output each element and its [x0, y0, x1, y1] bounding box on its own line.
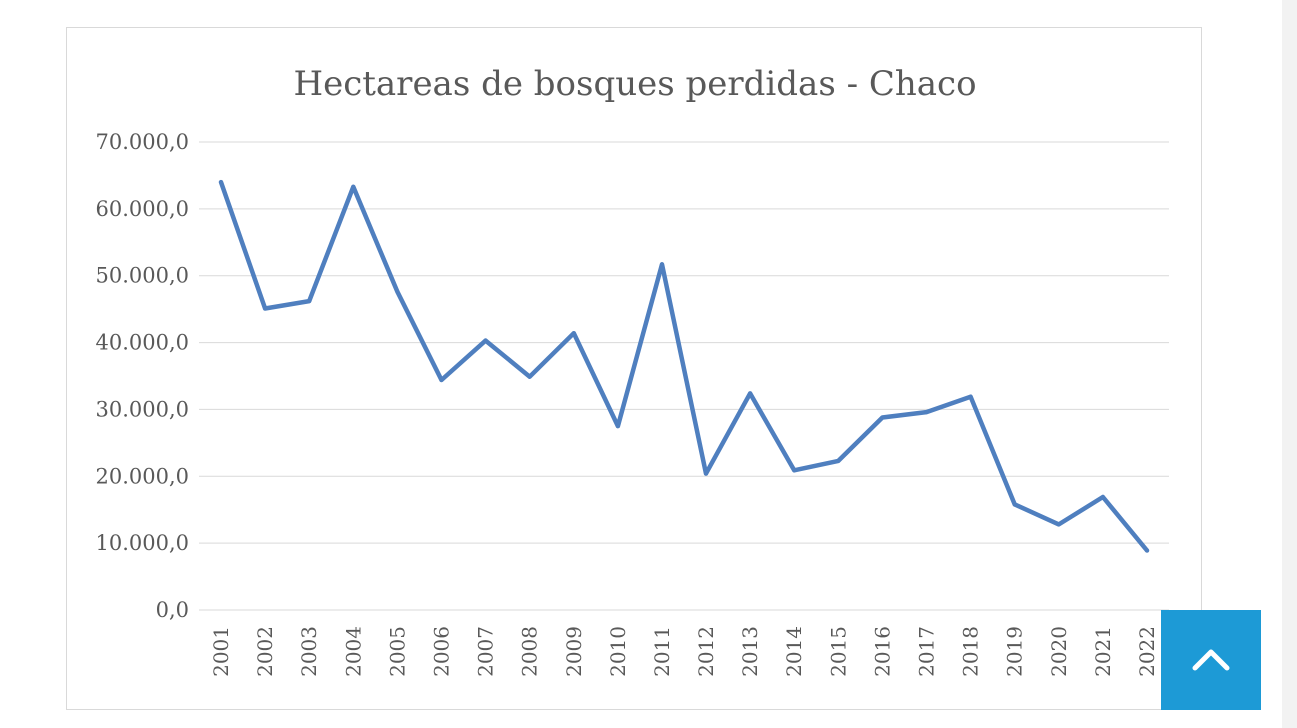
data-point — [571, 331, 576, 336]
x-tick-label: 2011 — [650, 626, 674, 677]
x-tick-label: 2021 — [1091, 626, 1115, 677]
data-point — [483, 338, 488, 343]
x-tick-label: 2007 — [474, 626, 498, 677]
data-point — [439, 378, 444, 383]
x-tick-label: 2002 — [253, 626, 277, 677]
data-point — [968, 394, 973, 399]
data-point — [880, 415, 885, 420]
x-tick-label: 2018 — [959, 626, 983, 677]
x-tick-label: 2001 — [209, 626, 233, 677]
data-point — [704, 471, 709, 476]
series-layer — [218, 179, 1150, 553]
x-tick-label: 2004 — [341, 626, 365, 677]
data-point — [615, 424, 620, 429]
data-point — [1012, 502, 1017, 507]
scroll-to-top-button[interactable] — [1161, 610, 1261, 710]
y-tick-label: 30.000,0 — [95, 397, 189, 421]
x-tick-label: 2013 — [738, 626, 762, 677]
data-point — [527, 374, 532, 379]
x-tick-label: 2008 — [518, 626, 542, 677]
chart-frame: 0,0 10.000,0 20.000,0 30.000,0 40.000,0 50.00… — [66, 27, 1202, 710]
data-point — [836, 458, 841, 463]
x-axis-ticks: 2001 2002 2003 2004 2005 2006 2007 2008 2009 2010… — [209, 626, 1159, 677]
line-chart: 0,0 10.000,0 20.000,0 30.000,0 40.000,0 50.00… — [95, 64, 1169, 677]
y-tick-label: 20.000,0 — [95, 464, 189, 488]
x-tick-label: 2012 — [694, 626, 718, 677]
y-tick-label: 40.000,0 — [95, 331, 189, 355]
chart-title: Hectareas de bosques perdidas - Chaco — [293, 64, 976, 104]
y-tick-label: 50.000,0 — [95, 264, 189, 288]
y-tick-label: 10.000,0 — [95, 531, 189, 555]
x-tick-label: 2010 — [606, 626, 630, 677]
data-point — [351, 184, 356, 189]
data-point — [924, 410, 929, 415]
chevron-up-icon — [1192, 649, 1230, 671]
x-tick-label: 2022 — [1135, 626, 1159, 677]
data-point — [1100, 495, 1105, 500]
x-tick-label: 2020 — [1047, 626, 1071, 677]
x-tick-label: 2005 — [385, 626, 409, 677]
data-point — [219, 180, 224, 185]
x-tick-label: 2015 — [826, 626, 850, 677]
data-point — [792, 468, 797, 473]
page-scrollbar-track — [1282, 0, 1297, 728]
data-point — [1144, 548, 1149, 553]
x-tick-label: 2017 — [915, 626, 939, 677]
data-point — [1056, 522, 1061, 527]
series-line — [218, 179, 1150, 553]
y-tick-label: 70.000,0 — [95, 130, 189, 154]
data-point — [263, 306, 268, 311]
x-tick-label: 2003 — [297, 626, 321, 677]
data-point — [307, 299, 312, 304]
data-point — [748, 391, 753, 396]
data-point — [659, 262, 664, 267]
y-axis-ticks: 0,0 10.000,0 20.000,0 30.000,0 40.000,0 50.00… — [95, 130, 189, 622]
x-tick-label: 2009 — [562, 626, 586, 677]
y-tick-label: 0,0 — [156, 598, 189, 622]
x-tick-label: 2006 — [430, 626, 454, 677]
y-tick-label: 60.000,0 — [95, 197, 189, 221]
x-tick-label: 2019 — [1003, 626, 1027, 677]
x-tick-label: 2016 — [870, 626, 894, 677]
x-tick-label: 2014 — [782, 626, 806, 677]
data-point — [395, 289, 400, 294]
